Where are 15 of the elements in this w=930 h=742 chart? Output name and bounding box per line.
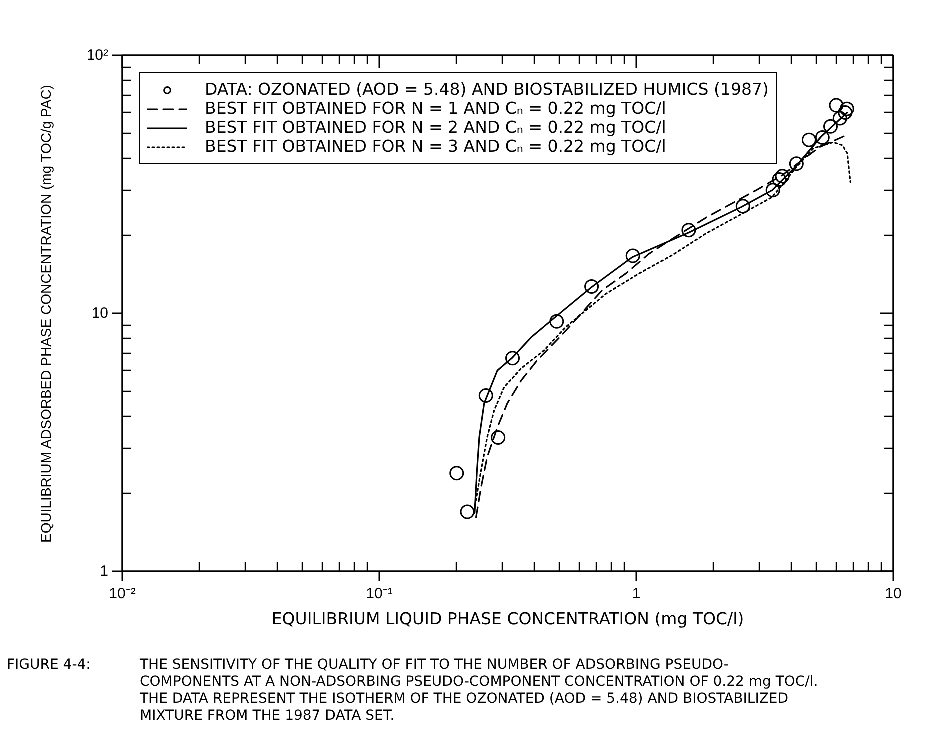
y-tick-label: 10	[92, 305, 109, 322]
legend-label: BEST FIT OBTAINED FOR N = 1 AND Cₙ = 0.22 mg TOC/l	[205, 99, 666, 118]
legend-label: BEST FIT OBTAINED FOR N = 3 AND Cₙ = 0.22 mg TOC/l	[205, 137, 666, 156]
x-tick-label: 10⁻²	[109, 586, 136, 602]
text: THE SENSITIVITY OF THE QUALITY OF FIT TO THE NUMBER OF ADSORBING PSEUDO- COMPONENTS AT A NON-ADSORBING PSEUDO-COMPONENT CONCENTRATION OF 0.22 mg TOC/l. THE DATA REPRESENT THE ISOTHERM OF THE OZONATED (AOD = 5.48) AND BIOSTABILIZED MIXTURE FROM THE 1987 DATA SET.	[140, 657, 820, 725]
legend-label: BEST FIT OBTAINED FOR N = 2 AND Cₙ = 0.22 mg TOC/l	[205, 118, 666, 137]
y-axis-title: EQUILIBRIUM ADSORBED PHASE CONCENTRATION (mg TOC/g PAC)	[38, 85, 54, 543]
x-tick-label: 10⁻¹	[366, 586, 393, 602]
x-tick-label: 10	[885, 586, 902, 602]
x-tick-label: 1	[632, 586, 641, 602]
y-tick-label: 10²	[86, 47, 109, 64]
caption: FIGURE 4-4:	[6, 657, 92, 675]
y-tick-label: 1	[100, 563, 108, 580]
x-axis-title: EQUILIBRIUM LIQUID PHASE CONCENTRATION (mg TOC/l)	[272, 610, 744, 628]
legend-label: DATA: OZONATED (AOD = 5.48) AND BIOSTABILIZED HUMICS (1987)	[205, 80, 769, 99]
